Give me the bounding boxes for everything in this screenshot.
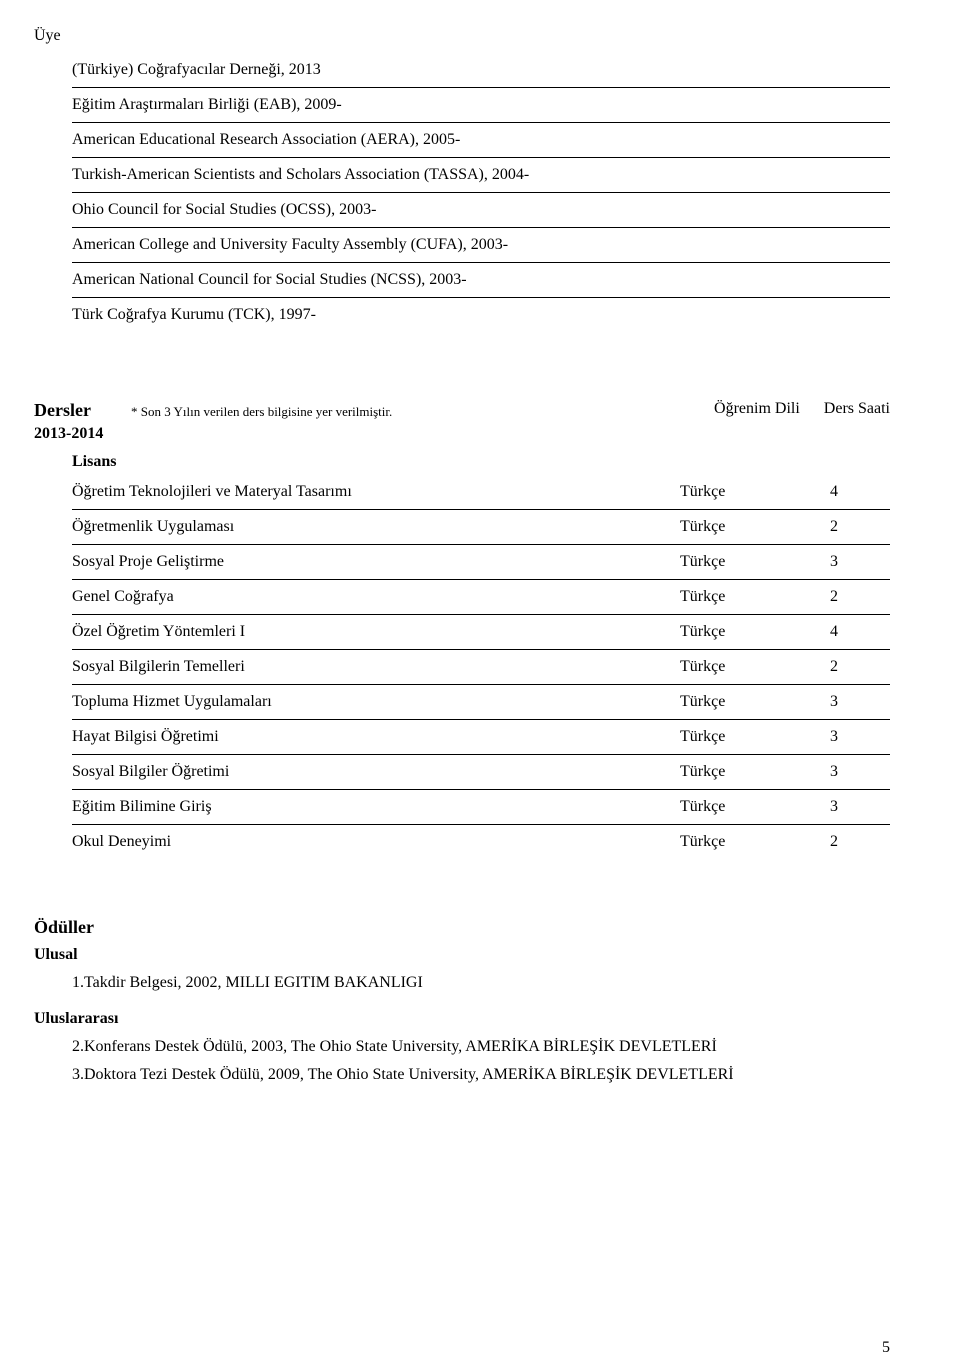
course-name: Sosyal Proje Geliştirme	[72, 553, 680, 571]
course-row: Öğretim Teknolojileri ve Materyal Tasarı…	[72, 475, 890, 510]
awards-international-label: Uluslararası	[34, 1010, 890, 1028]
course-lang: Türkçe	[680, 483, 830, 501]
course-lang: Türkçe	[680, 728, 830, 746]
course-hours: 3	[830, 553, 890, 571]
course-row: Özel Öğretim Yöntemleri I Türkçe 4	[72, 615, 890, 650]
courses-note: * Son 3 Yılın verilen ders bilgisine yer…	[131, 404, 392, 420]
courses-title: Dersler	[34, 400, 91, 421]
membership-item: (Türkiye) Coğrafyacılar Derneği, 2013	[72, 53, 890, 88]
membership-item: American National Council for Social Stu…	[72, 263, 890, 298]
member-label: Üye	[34, 27, 890, 45]
course-hours: 3	[830, 728, 890, 746]
awards-national-label: Ulusal	[34, 946, 890, 964]
page-number: 5	[882, 1339, 890, 1357]
membership-item: American Educational Research Associatio…	[72, 123, 890, 158]
courses-header-cols: Öğrenim Dili Ders Saati	[714, 400, 890, 418]
course-hours: 3	[830, 798, 890, 816]
col-hours: Ders Saati	[824, 400, 890, 417]
course-lang: Türkçe	[680, 833, 830, 851]
membership-item: Eğitim Araştırmaları Birliği (EAB), 2009…	[72, 88, 890, 123]
course-name: Topluma Hizmet Uygulamaları	[72, 693, 680, 711]
course-lang: Türkçe	[680, 658, 830, 676]
course-row: Okul Deneyimi Türkçe 2	[72, 825, 890, 859]
course-name: Eğitim Bilimine Giriş	[72, 798, 680, 816]
award-item: 2.Konferans Destek Ödülü, 2003, The Ohio…	[72, 1028, 890, 1066]
course-row: Hayat Bilgisi Öğretimi Türkçe 3	[72, 720, 890, 755]
course-lang: Türkçe	[680, 588, 830, 606]
course-hours: 4	[830, 483, 890, 501]
course-lang: Türkçe	[680, 623, 830, 641]
course-row: Eğitim Bilimine Giriş Türkçe 3	[72, 790, 890, 825]
awards-title: Ödüller	[34, 917, 890, 938]
award-item: 3.Doktora Tezi Destek Ödülü, 2009, The O…	[72, 1066, 890, 1094]
award-item: 1.Takdir Belgesi, 2002, MILLI EGITIM BAK…	[72, 964, 890, 1002]
course-name: Öğretim Teknolojileri ve Materyal Tasarı…	[72, 483, 680, 501]
course-row: Sosyal Proje Geliştirme Türkçe 3	[72, 545, 890, 580]
membership-item: American College and University Faculty …	[72, 228, 890, 263]
course-name: Sosyal Bilgiler Öğretimi	[72, 763, 680, 781]
course-row: Topluma Hizmet Uygulamaları Türkçe 3	[72, 685, 890, 720]
course-lang: Türkçe	[680, 518, 830, 536]
course-name: Hayat Bilgisi Öğretimi	[72, 728, 680, 746]
course-name: Öğretmenlik Uygulaması	[72, 518, 680, 536]
courses-year: 2013-2014	[34, 425, 890, 443]
course-row: Öğretmenlik Uygulaması Türkçe 2	[72, 510, 890, 545]
course-row: Sosyal Bilgilerin Temelleri Türkçe 2	[72, 650, 890, 685]
courses-table: Öğretim Teknolojileri ve Materyal Tasarı…	[72, 475, 890, 859]
course-hours: 2	[830, 588, 890, 606]
course-hours: 2	[830, 833, 890, 851]
course-row: Genel Coğrafya Türkçe 2	[72, 580, 890, 615]
course-lang: Türkçe	[680, 553, 830, 571]
membership-item: Türk Coğrafya Kurumu (TCK), 1997-	[72, 298, 890, 354]
courses-level: Lisans	[72, 453, 890, 471]
course-hours: 3	[830, 763, 890, 781]
course-hours: 2	[830, 518, 890, 536]
course-name: Sosyal Bilgilerin Temelleri	[72, 658, 680, 676]
course-row: Sosyal Bilgiler Öğretimi Türkçe 3	[72, 755, 890, 790]
course-name: Okul Deneyimi	[72, 833, 680, 851]
membership-item: Turkish-American Scientists and Scholars…	[72, 158, 890, 193]
page: Sosyal Bilgiler Eğitimcileri Birliği (SB…	[0, 0, 960, 1369]
course-name: Özel Öğretim Yöntemleri I	[72, 623, 680, 641]
course-lang: Türkçe	[680, 798, 830, 816]
course-hours: 4	[830, 623, 890, 641]
course-hours: 3	[830, 693, 890, 711]
course-lang: Türkçe	[680, 763, 830, 781]
col-lang: Öğrenim Dili	[714, 400, 800, 417]
membership-item: Ohio Council for Social Studies (OCSS), …	[72, 193, 890, 228]
course-hours: 2	[830, 658, 890, 676]
membership-list-rest: (Türkiye) Coğrafyacılar Derneği, 2013 Eğ…	[72, 53, 890, 354]
courses-header: Dersler * Son 3 Yılın verilen ders bilgi…	[34, 400, 890, 421]
course-lang: Türkçe	[680, 693, 830, 711]
course-name: Genel Coğrafya	[72, 588, 680, 606]
